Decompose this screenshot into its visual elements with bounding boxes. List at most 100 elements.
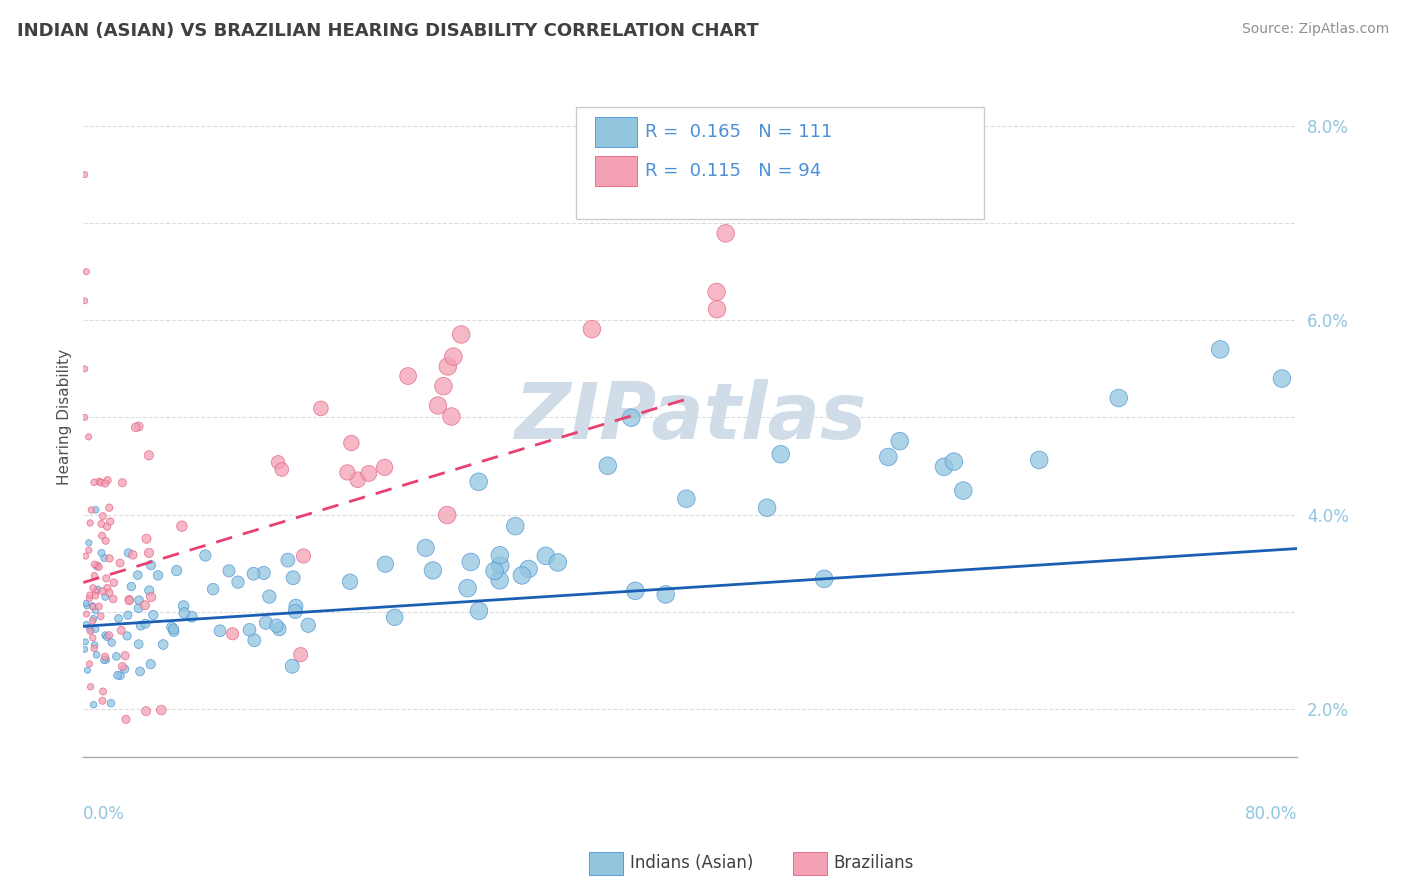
Point — [769, 447, 792, 461]
Point — [114, 662, 136, 676]
Point — [889, 434, 911, 449]
Point — [706, 302, 728, 317]
Point — [86, 648, 108, 662]
Point — [125, 420, 148, 434]
Point — [221, 627, 243, 641]
Point — [339, 574, 361, 589]
Point — [111, 475, 134, 490]
Point — [107, 611, 129, 625]
Point — [87, 599, 110, 614]
Point — [121, 548, 143, 562]
Point — [83, 638, 105, 652]
Point — [139, 558, 162, 573]
Point — [374, 460, 396, 475]
Point — [73, 362, 96, 376]
Point — [942, 455, 965, 469]
Point — [79, 621, 101, 635]
Point — [120, 580, 142, 594]
Point — [90, 609, 112, 624]
Text: ZIPatlas: ZIPatlas — [515, 379, 866, 456]
Point — [436, 508, 458, 522]
Point — [93, 653, 115, 667]
Point — [83, 612, 105, 626]
Point — [134, 616, 156, 631]
Point — [73, 410, 96, 425]
Point — [238, 623, 260, 637]
Point — [877, 450, 900, 464]
Point — [83, 558, 105, 572]
Point — [460, 555, 482, 569]
Point — [80, 503, 103, 517]
Point — [284, 604, 307, 618]
Point — [91, 509, 114, 524]
Point — [75, 596, 97, 610]
Point — [129, 618, 152, 632]
Point — [107, 668, 129, 682]
Point — [76, 663, 98, 677]
Point — [103, 592, 125, 607]
Point — [75, 635, 97, 649]
Point — [813, 572, 835, 586]
Point — [98, 551, 121, 566]
Point — [297, 618, 319, 632]
Point — [510, 568, 533, 582]
Point — [309, 401, 332, 416]
Point — [117, 546, 139, 560]
Point — [100, 696, 122, 710]
Point — [654, 587, 676, 601]
Point — [1209, 343, 1232, 357]
Point — [75, 265, 97, 279]
Point — [202, 582, 225, 596]
Point — [115, 712, 138, 726]
Point — [243, 633, 266, 648]
Point — [94, 533, 117, 548]
Point — [437, 359, 460, 374]
Point — [396, 369, 419, 384]
Point — [468, 604, 491, 618]
Point — [105, 649, 128, 664]
Point — [128, 601, 150, 615]
Point — [346, 473, 368, 487]
Point — [91, 584, 114, 599]
Point — [91, 684, 114, 698]
Point — [457, 581, 479, 595]
Point — [84, 584, 107, 599]
Point — [440, 409, 463, 424]
Point — [450, 327, 472, 342]
Point — [117, 608, 139, 623]
Point — [374, 558, 396, 572]
Point — [87, 475, 110, 489]
Point — [139, 657, 162, 672]
Point — [534, 549, 557, 563]
Point — [94, 649, 117, 664]
Point — [91, 528, 114, 542]
Point — [100, 635, 122, 649]
Point — [138, 546, 160, 560]
Point — [135, 532, 157, 546]
Point — [83, 475, 105, 490]
Point — [90, 516, 112, 531]
Point — [110, 669, 132, 683]
Point — [90, 475, 112, 490]
Point — [83, 568, 105, 582]
Point — [160, 620, 183, 634]
Point — [82, 614, 104, 628]
Point — [281, 659, 304, 673]
Point — [427, 399, 450, 413]
Point — [96, 519, 118, 533]
Point — [128, 637, 150, 651]
Point — [517, 562, 540, 576]
Point — [259, 590, 281, 604]
Point — [108, 556, 131, 570]
Point — [547, 556, 569, 570]
Point — [87, 560, 110, 574]
Point — [488, 549, 510, 563]
Point — [208, 624, 231, 638]
Point — [142, 607, 165, 622]
Point — [596, 458, 619, 473]
Point — [83, 698, 105, 712]
Text: 80.0%: 80.0% — [1244, 805, 1298, 823]
Point — [90, 546, 112, 560]
Point — [96, 630, 118, 644]
Point — [1028, 453, 1050, 467]
